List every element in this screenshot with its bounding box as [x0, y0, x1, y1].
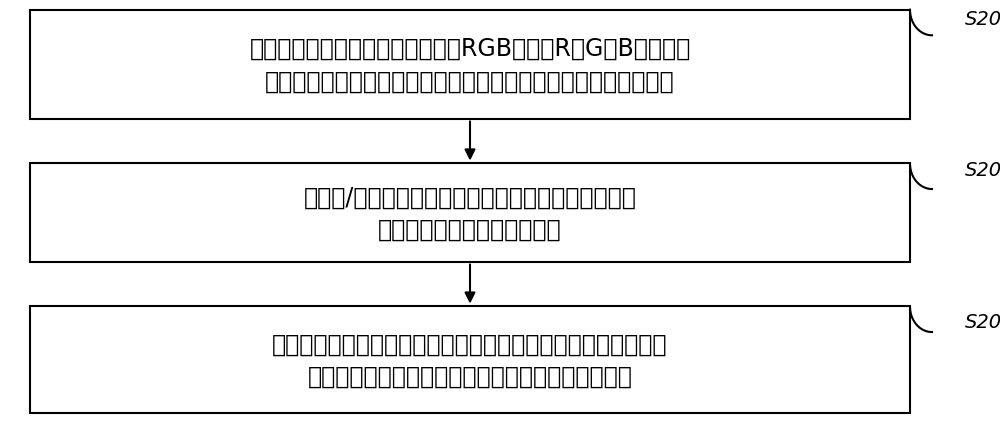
Text: S203: S203 — [965, 312, 1000, 331]
FancyBboxPatch shape — [30, 307, 910, 413]
Text: 用滤波模板遍历参考图像的每个像素，每次将模板中心置于当前: 用滤波模板遍历参考图像的每个像素，每次将模板中心置于当前 — [272, 332, 668, 356]
Text: 图像灰度化：利用数字图像处理中RGB图像的R、G、B各个通道: 图像灰度化：利用数字图像处理中RGB图像的R、G、B各个通道 — [249, 37, 691, 61]
Text: 的像素值与灰度图像像素值的转换关系将彩色图像转化为灰度图像: 的像素值与灰度图像像素值的转换关系将彩色图像转化为灰度图像 — [265, 69, 675, 93]
FancyBboxPatch shape — [30, 11, 910, 119]
Text: 像素，以模板内所有像素的平均值作为当前像素新值: 像素，以模板内所有像素的平均值作为当前像素新值 — [308, 364, 632, 388]
FancyBboxPatch shape — [30, 164, 910, 262]
Text: 以构造待评价图像的参考图像: 以构造待评价图像的参考图像 — [378, 217, 562, 241]
Text: S201: S201 — [965, 10, 1000, 29]
Text: S202: S202 — [965, 161, 1000, 180]
Text: 用高通/低通滤波器对灰度处理后的图像进行滤波处理: 用高通/低通滤波器对灰度处理后的图像进行滤波处理 — [304, 185, 636, 209]
